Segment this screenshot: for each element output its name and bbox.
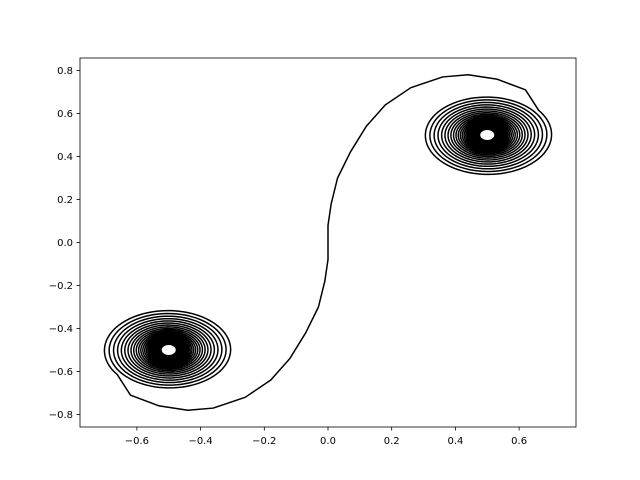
y-tick-label: −0.2 xyxy=(49,281,73,292)
x-tick-label: −0.2 xyxy=(252,436,276,447)
x-tick-label: −0.6 xyxy=(125,436,149,447)
x-tick-label: 0.6 xyxy=(511,436,527,447)
y-tick-label: −0.4 xyxy=(49,324,73,335)
y-tick-label: −0.6 xyxy=(49,367,73,378)
y-tick-label: −0.8 xyxy=(49,410,73,421)
x-tick-label: 0.2 xyxy=(384,436,400,447)
y-tick-label: 0.8 xyxy=(57,66,73,77)
y-tick-label: 0.4 xyxy=(57,152,73,163)
y-tick-label: 0.2 xyxy=(57,195,73,206)
y-tick-label: 0.6 xyxy=(57,109,73,120)
spiral-center-2 xyxy=(480,130,494,140)
x-tick-label: 0.4 xyxy=(447,436,463,447)
x-tick-label: −0.4 xyxy=(188,436,212,447)
x-tick-label: 0.0 xyxy=(320,436,336,447)
y-tick-label: 0.0 xyxy=(57,238,73,249)
spiral-center-1 xyxy=(162,345,176,355)
